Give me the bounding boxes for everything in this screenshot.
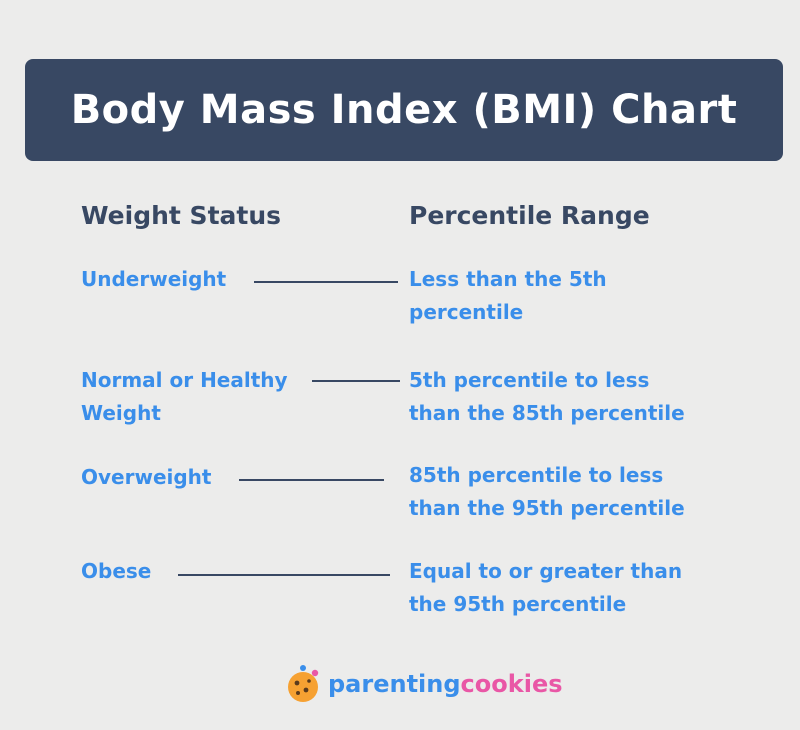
range-line: the 95th percentile xyxy=(409,592,627,616)
range-underweight: Less than the 5th percentile xyxy=(409,263,739,329)
status-underweight: Underweight xyxy=(81,263,311,296)
connector-line xyxy=(178,574,390,576)
weight-status-header: Weight Status xyxy=(81,201,282,230)
title-banner: Body Mass Index (BMI) Chart xyxy=(25,59,783,161)
range-line: percentile xyxy=(409,300,524,324)
status-line: Overweight xyxy=(81,465,212,489)
status-line: Obese xyxy=(81,559,152,583)
logo-wordmark: parentingcookies xyxy=(328,670,563,698)
status-line: Normal or Healthy xyxy=(81,368,288,392)
logo-text-parenting: parenting xyxy=(328,670,461,698)
connector-line xyxy=(254,281,398,283)
range-line: Equal to or greater than xyxy=(409,559,683,583)
range-line: than the 95th percentile xyxy=(409,496,685,520)
parentingcookies-logo: parentingcookies xyxy=(286,664,563,704)
connector-line xyxy=(312,380,400,382)
range-obese: Equal to or greater than the 95th percen… xyxy=(409,555,739,621)
range-line: 85th percentile to less xyxy=(409,463,664,487)
status-obese: Obese xyxy=(81,555,311,588)
page-title: Body Mass Index (BMI) Chart xyxy=(70,87,738,133)
status-line: Underweight xyxy=(81,267,227,291)
range-line: Less than the 5th xyxy=(409,267,607,291)
range-line: than the 85th percentile xyxy=(409,401,685,425)
status-line: Weight xyxy=(81,401,161,425)
range-line: 5th percentile to less xyxy=(409,368,650,392)
percentile-range-header: Percentile Range xyxy=(409,201,650,230)
status-normal: Normal or Healthy Weight xyxy=(81,364,311,430)
range-normal: 5th percentile to less than the 85th per… xyxy=(409,364,739,430)
status-overweight: Overweight xyxy=(81,461,311,494)
connector-line xyxy=(239,479,384,481)
cookie-icon xyxy=(288,665,319,702)
range-overweight: 85th percentile to less than the 95th pe… xyxy=(409,459,739,525)
logo-text-cookies: cookies xyxy=(460,670,563,698)
